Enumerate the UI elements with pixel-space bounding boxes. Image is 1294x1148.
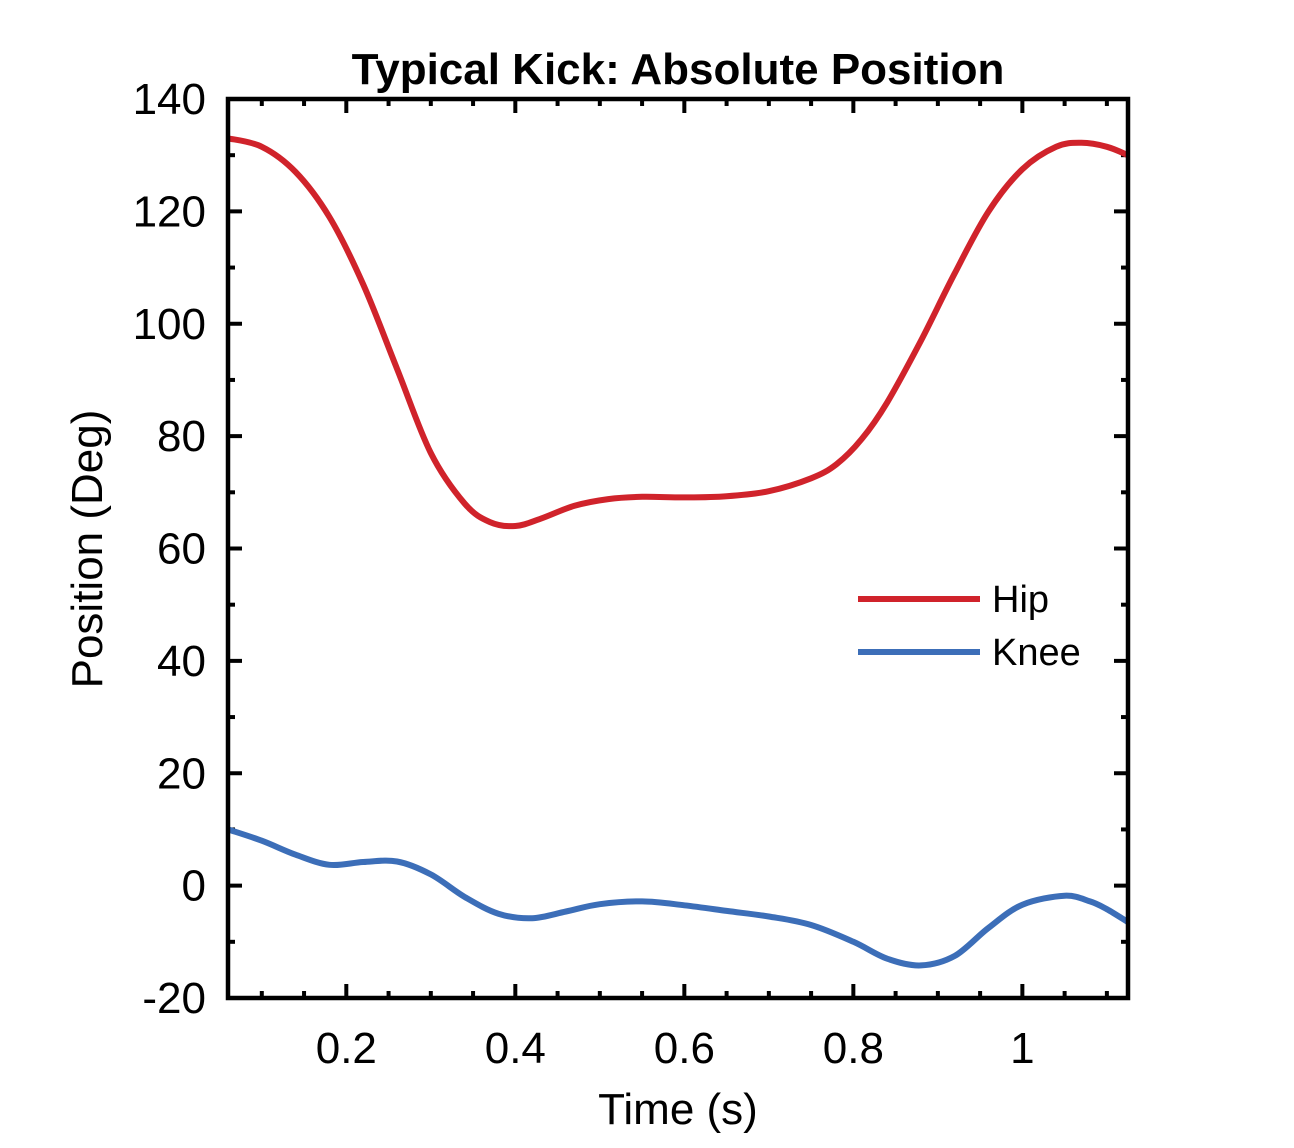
y-tick-label: 100 — [133, 300, 206, 349]
y-tick-label: -20 — [142, 974, 206, 1023]
plot-frame — [225, 96, 1131, 1001]
x-axis-title: Time (s) — [598, 1085, 758, 1134]
y-axis-title: Position (Deg) — [63, 410, 112, 689]
series-line-hip — [227, 135, 1130, 530]
x-tick-label: 1 — [1010, 1024, 1034, 1073]
legend: Hip Knee — [858, 579, 1081, 674]
y-tick-label: 60 — [157, 525, 206, 574]
x-tick-label: 0.6 — [654, 1024, 715, 1073]
y-tick-label: 80 — [157, 412, 206, 461]
y-tick-label: 140 — [133, 75, 206, 124]
x-tick-label: 0.8 — [823, 1024, 884, 1073]
y-tick-label: 0 — [182, 862, 206, 911]
series-line-knee — [227, 826, 1130, 969]
x-tick-label: 0.2 — [316, 1024, 377, 1073]
y-tick-label: 20 — [157, 749, 206, 798]
legend-label-hip: Hip — [992, 579, 1049, 621]
y-tick-label: 40 — [157, 637, 206, 686]
y-tick-label: 120 — [133, 187, 206, 236]
legend-label-knee: Knee — [992, 632, 1081, 674]
x-tick-labels: 0.2 0.4 0.6 0.8 1 — [316, 1024, 1035, 1073]
x-tick-label: 0.4 — [485, 1024, 546, 1073]
y-tick-labels: -20 0 20 40 60 80 100 120 140 — [133, 75, 206, 1023]
series-lines — [227, 135, 1130, 969]
chart-title: Typical Kick: Absolute Position — [352, 45, 1005, 94]
axes — [225, 96, 1131, 1001]
